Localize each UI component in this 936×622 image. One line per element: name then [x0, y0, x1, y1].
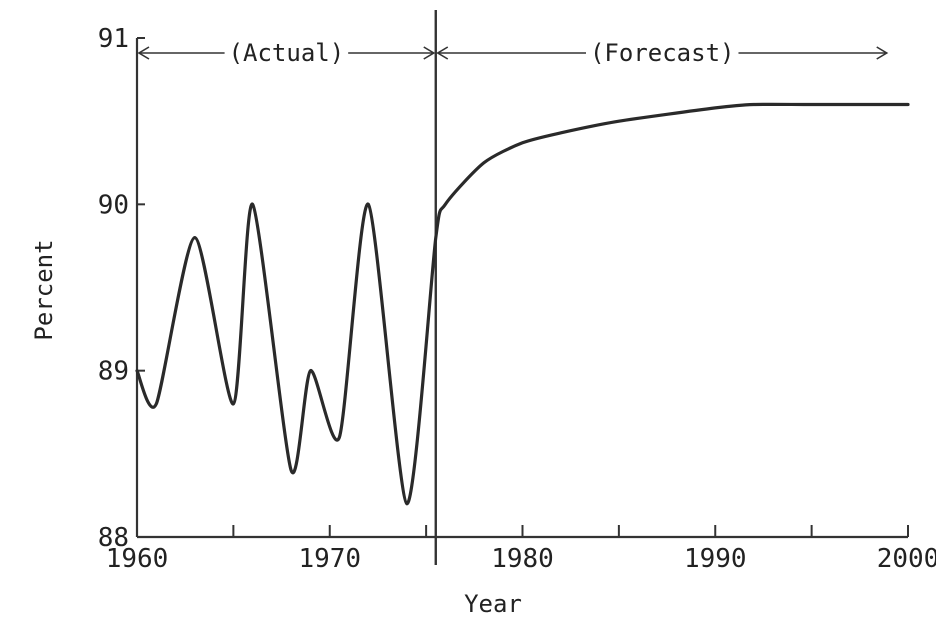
- region-annotation: (Actual): [139, 39, 434, 67]
- y-tick-label: 89: [98, 357, 129, 387]
- y-tick-label: 90: [98, 190, 129, 220]
- y-axis-title: Percent: [30, 239, 58, 340]
- x-tick-label: 1980: [491, 544, 554, 574]
- region-annotations: (Actual) (Forecast): [139, 39, 887, 67]
- x-tick-label: 2000: [877, 544, 936, 574]
- axis-labels: Year Percent: [30, 239, 522, 618]
- y-tick-label: 91: [98, 24, 129, 54]
- actual-region-label: (Actual): [229, 39, 345, 67]
- x-tick-label: 1960: [106, 544, 169, 574]
- region-annotation: (Forecast): [438, 39, 887, 67]
- x-tick-label: 1970: [298, 544, 361, 574]
- forecast-region-label: (Forecast): [590, 39, 735, 67]
- series-line-group: [137, 104, 908, 503]
- series-line: [137, 104, 908, 503]
- x-tick-label: 1990: [684, 544, 747, 574]
- x-axis-title: Year: [464, 590, 522, 618]
